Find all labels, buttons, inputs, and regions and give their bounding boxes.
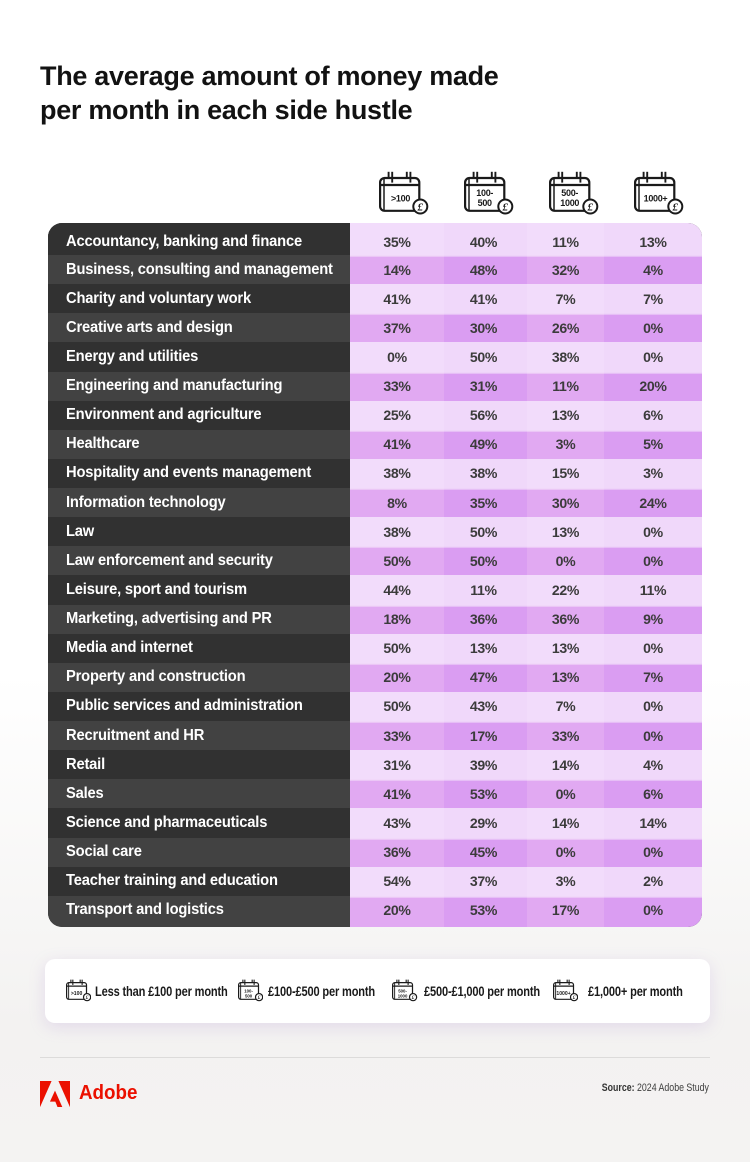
- svg-text:£: £: [502, 201, 509, 213]
- svg-text:1000: 1000: [561, 198, 580, 208]
- svg-text:500-: 500-: [562, 188, 579, 198]
- svg-text:500: 500: [245, 994, 253, 999]
- svg-text:1000: 1000: [398, 994, 408, 999]
- svg-text:£: £: [411, 995, 415, 1001]
- svg-text:£: £: [84, 995, 88, 1001]
- svg-text:£: £: [257, 995, 261, 1001]
- svg-text:£: £: [672, 201, 679, 213]
- svg-text:>100: >100: [391, 193, 410, 203]
- svg-text:1000+: 1000+: [556, 991, 570, 997]
- svg-text:100-: 100-: [244, 989, 253, 994]
- svg-text:500-: 500-: [398, 989, 407, 994]
- svg-text:500: 500: [478, 198, 492, 208]
- svg-text:£: £: [571, 995, 575, 1001]
- svg-text:100-: 100-: [476, 188, 493, 198]
- svg-text:1000+: 1000+: [644, 193, 668, 203]
- svg-text:>100: >100: [70, 991, 82, 997]
- svg-text:£: £: [587, 201, 594, 213]
- svg-text:£: £: [417, 201, 424, 213]
